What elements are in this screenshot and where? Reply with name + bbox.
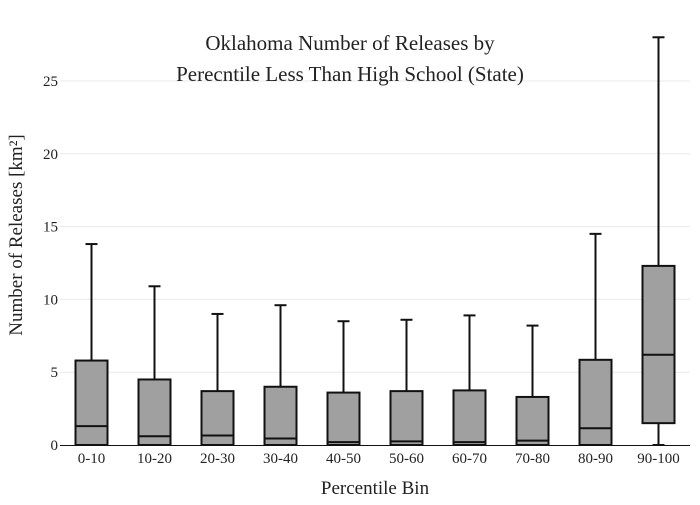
x-tick-label: 20-30 — [200, 451, 235, 467]
x-tick-label: 70-80 — [515, 451, 550, 467]
x-tick-label: 50-60 — [389, 451, 424, 467]
box-iqr — [389, 390, 424, 446]
box-90-100 — [641, 36, 676, 446]
y-tick-label: 25 — [43, 74, 58, 90]
y-tick-label: 15 — [43, 220, 58, 236]
chart-title-line-2: Perecntile Less Than High School (State) — [176, 62, 524, 86]
box-iqr — [137, 378, 172, 447]
y-tick-label: 5 — [51, 365, 59, 381]
box-10-20 — [137, 285, 172, 447]
box-iqr — [578, 358, 613, 447]
x-tick-label: 0-10 — [78, 451, 106, 467]
box-iqr — [641, 264, 676, 425]
box-30-40 — [263, 304, 298, 447]
x-tick-label: 80-90 — [578, 451, 613, 467]
x-axis-title: Percentile Bin — [321, 478, 430, 499]
box-series — [74, 36, 676, 447]
x-tick-label: 30-40 — [263, 451, 298, 467]
box-iqr — [263, 385, 298, 447]
y-axis-title: Number of Releases [km²] — [6, 134, 27, 335]
y-tick-label: 20 — [43, 147, 58, 163]
box-0-10 — [74, 243, 109, 446]
box-80-90 — [578, 232, 613, 447]
box-50-60 — [389, 318, 424, 446]
x-tick-label: 40-50 — [326, 451, 361, 467]
box-iqr — [200, 390, 235, 446]
x-tick-label: 10-20 — [137, 451, 172, 467]
box-20-30 — [200, 312, 235, 446]
axes: 0 5 10 15 20 25 0-10 10-20 20-30 30-40 40-50 50-60 6… — [43, 74, 690, 467]
box-iqr — [326, 391, 361, 446]
x-tick-label: 90-100 — [637, 451, 680, 467]
box-iqr — [74, 359, 109, 446]
box-iqr — [515, 395, 550, 446]
box-iqr — [452, 389, 487, 447]
box-70-80 — [515, 324, 550, 446]
box-40-50 — [326, 320, 361, 446]
chart-title-line-1: Oklahoma Number of Releases by — [205, 31, 495, 55]
y-tick-label: 0 — [51, 438, 59, 454]
box-60-70 — [452, 314, 487, 447]
y-tick-label: 10 — [43, 292, 58, 308]
x-tick-label: 60-70 — [452, 451, 487, 467]
